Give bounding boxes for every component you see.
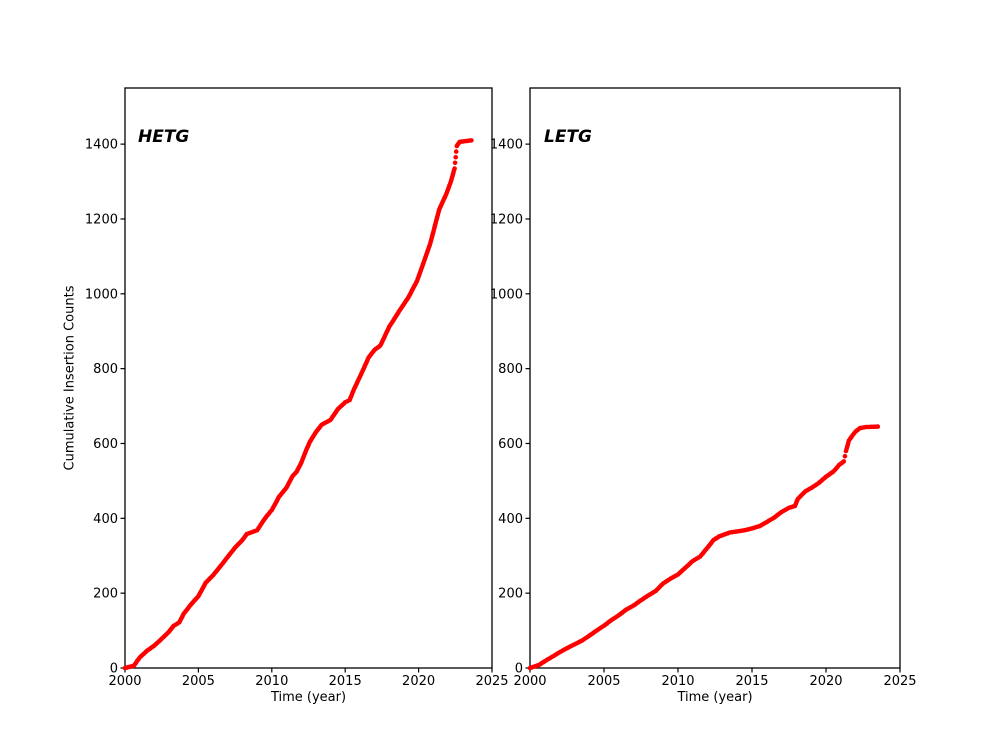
x-tick-label: 2005 [587, 674, 620, 689]
data-point [875, 424, 881, 429]
y-tick-label: 1000 [85, 287, 118, 302]
y-tick-label: 400 [93, 512, 118, 527]
x-tick-label: 2005 [182, 674, 215, 689]
y-tick-label: 1400 [85, 138, 118, 153]
y-tick-label: 0 [515, 662, 523, 677]
x-tick-label: 2015 [329, 674, 362, 689]
x-tick-label: 2015 [735, 674, 768, 689]
y-tick-label: 600 [93, 437, 118, 452]
x-tick-label: 2000 [108, 674, 141, 689]
data-point [469, 138, 474, 143]
data-point [841, 459, 847, 464]
y-tick-label: 600 [498, 437, 523, 452]
x-tick-label: 2010 [255, 674, 288, 689]
y-tick-label: 800 [498, 362, 523, 377]
data-point [453, 149, 459, 154]
x-tick-label: 2000 [513, 674, 546, 689]
axes-frame [529, 87, 901, 669]
x-tick-label: 2025 [883, 674, 916, 689]
series-hetg [122, 138, 474, 671]
panel-letg: 2000 2005 2010 2015 2020 2025 0 200 400 600 800 100… [490, 87, 917, 689]
data-point [452, 160, 458, 166]
data-point [452, 166, 457, 171]
y-tick-label: 400 [498, 512, 523, 527]
y-tick-label: 800 [93, 362, 118, 377]
y-tick-label: 1400 [490, 138, 523, 153]
data-point [453, 154, 459, 160]
panel-hetg: 2000 2005 2010 2015 2020 2025 0 200 400 600 800 100… [85, 87, 509, 689]
y-tick-label: 0 [110, 662, 118, 677]
x-tick-label: 2020 [402, 674, 435, 689]
y-axis-label: Cumulative Insertion Counts [62, 285, 78, 471]
data-point [842, 453, 848, 459]
x-tick-label: 2020 [809, 674, 842, 689]
x-tick-label: 2010 [661, 674, 694, 689]
y-tick-label: 1000 [490, 287, 523, 302]
panel-label-letg: LETG [544, 127, 592, 147]
x-axis-label-hetg: Time (year) [270, 690, 347, 705]
y-tick-label: 1200 [85, 212, 118, 227]
y-tick-label: 1200 [490, 212, 523, 227]
x-axis-label-letg: Time (year) [677, 690, 753, 705]
series-letg [527, 424, 881, 671]
y-tick-label: 200 [93, 587, 118, 602]
x-tick-label: 2025 [475, 674, 508, 689]
y-tick-label: 200 [498, 587, 523, 602]
axes-frame [124, 87, 493, 669]
panel-label-hetg: HETG [138, 127, 190, 147]
